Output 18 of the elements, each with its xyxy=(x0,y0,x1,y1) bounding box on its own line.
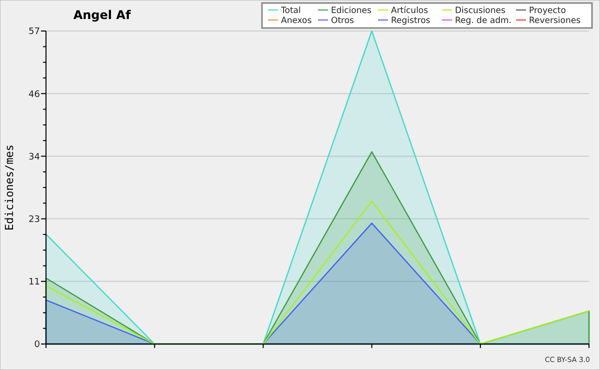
y-tick-label: 23 xyxy=(28,214,40,225)
y-tick-label: 46 xyxy=(28,90,40,100)
legend-label: Discusiones xyxy=(455,6,506,16)
legend-label: Proyecto xyxy=(529,6,566,16)
chart-title: Angel Af xyxy=(73,8,132,22)
legend-label: Reversiones xyxy=(529,16,582,26)
legend-label: Artículos xyxy=(391,6,429,16)
y-tick-label: 34 xyxy=(28,152,40,162)
legend-label: Anexos xyxy=(281,16,312,26)
legend-label: Reg. de adm. xyxy=(455,16,512,26)
y-axis-title: Ediciones/mes xyxy=(3,144,16,231)
y-tick-label: 11 xyxy=(28,278,40,288)
legend-label: Total xyxy=(280,6,301,16)
legend-label: Registros xyxy=(391,16,431,26)
y-tick-label: 0 xyxy=(34,340,40,350)
legend-label: Ediciones xyxy=(331,6,372,16)
legend-label: Otros xyxy=(331,16,355,26)
y-tick-label: 57 xyxy=(28,27,40,38)
